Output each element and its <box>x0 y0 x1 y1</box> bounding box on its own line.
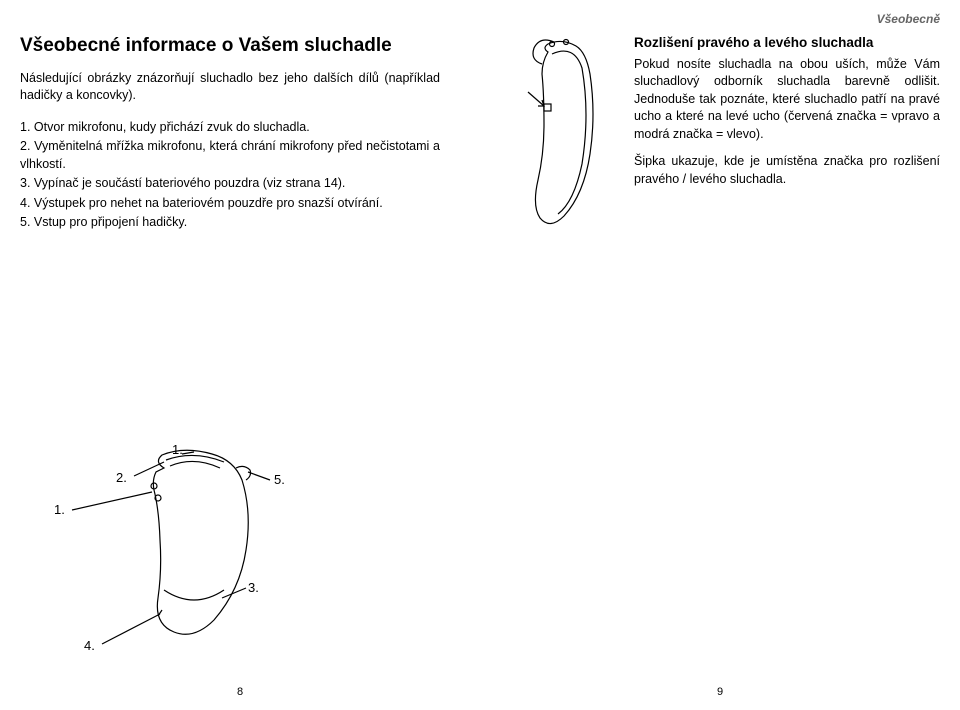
list-item: 5. Vstup pro připojení hadičky. <box>20 214 440 232</box>
diagram-label-3: 3. <box>248 580 259 595</box>
section-header: Všeobecně <box>877 12 940 26</box>
hearing-aid-svg <box>54 440 354 670</box>
hearing-aid-diagram: 1. 2. 1. 5. 3. 4. <box>54 440 354 670</box>
diagram-label-4: 4. <box>84 638 95 653</box>
hearing-aid-side-figure <box>520 34 610 239</box>
page-title: Všeobecné informace o Vašem sluchadle <box>20 34 440 58</box>
page-spread: Všeobecné informace o Vašem sluchadle Ná… <box>0 0 960 710</box>
page-number-right: 9 <box>717 686 723 698</box>
numbered-list: 1. Otvor mikrofonu, kudy přichází zvuk d… <box>20 119 440 232</box>
subheading: Rozlišení pravého a levého sluchadla <box>634 34 940 52</box>
page-number-left: 8 <box>237 686 243 698</box>
right-text-column: Rozlišení pravého a levého sluchadla Pok… <box>634 34 940 239</box>
diagram-label-1-left: 1. <box>54 502 65 517</box>
intro-paragraph: Následující obrázky znázorňují sluchadlo… <box>20 70 440 105</box>
list-item: 4. Výstupek pro nehet na bateriovém pouz… <box>20 195 440 213</box>
list-item: 3. Vypínač je součástí bateriového pouzd… <box>20 175 440 193</box>
diagram-label-2: 2. <box>116 470 127 485</box>
diagram-label-5: 5. <box>274 472 285 487</box>
paragraph: Pokud nosíte sluchadla na obou uších, mů… <box>634 56 940 144</box>
diagram-label-1-top: 1. <box>172 442 183 457</box>
hearing-aid-side-svg <box>520 34 610 234</box>
right-page: Všeobecně <box>480 0 960 710</box>
list-item: 2. Vyměnitelná mřížka mikrofonu, která c… <box>20 138 440 173</box>
left-page: Všeobecné informace o Vašem sluchadle Ná… <box>0 0 480 710</box>
right-content: Rozlišení pravého a levého sluchadla Pok… <box>520 34 940 239</box>
paragraph: Šipka ukazuje, kde je umístěna značka pr… <box>634 153 940 188</box>
list-item: 1. Otvor mikrofonu, kudy přichází zvuk d… <box>20 119 440 137</box>
